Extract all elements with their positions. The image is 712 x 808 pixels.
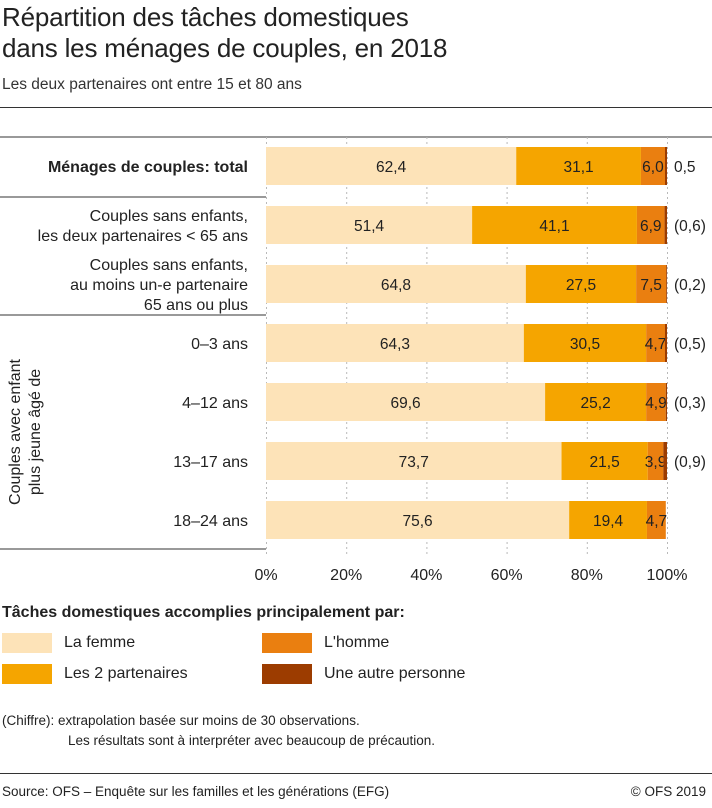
bar-la-femme-4: [266, 383, 546, 421]
x-tick-label-80: 80%: [571, 567, 603, 584]
group-label: Couples avec enfant plus jeune âgé de: [7, 359, 44, 505]
bar-une-autre-personne-3: [664, 324, 667, 362]
chart-title-line-2: dans les ménages de couples, en 2018: [2, 33, 448, 63]
category-label-3-line-0: 0–3 ans: [191, 336, 248, 353]
data-label-une-autre-personne-3: (0,5): [674, 336, 706, 353]
footnote-line-1: (Chiffre): extrapolation basée sur moins…: [2, 713, 360, 728]
data-label-la-femme-1: 51,4: [354, 218, 385, 235]
category-label-6-line-0: 18–24 ans: [173, 513, 248, 530]
bar-l-homme-3: [646, 324, 665, 362]
bar-les-2-partenaires-1: [472, 206, 637, 244]
bar-une-autre-personne-1: [664, 206, 667, 244]
data-label-la-femme-6: 75,6: [402, 513, 432, 530]
bar-la-femme-3: [266, 324, 524, 362]
x-tick-label-0: 0%: [254, 567, 277, 584]
source-note: Source: OFS – Enquête sur les familles e…: [2, 784, 390, 799]
bar-la-femme-2: [266, 265, 526, 303]
bar-la-femme-5: [266, 442, 562, 480]
group-label-line-1: Couples avec enfant: [7, 359, 24, 505]
data-label-la-femme-3: 64,3: [380, 336, 410, 353]
data-label-les-2-partenaires-2: 27,5: [566, 277, 596, 294]
group-label-line-2: plus jeune âgé de: [27, 369, 44, 495]
data-label-une-autre-personne-2: (0,2): [674, 277, 706, 294]
category-label-0-line-0: Ménages de couples: total: [48, 159, 248, 176]
bar-les-2-partenaires-2: [525, 265, 637, 303]
data-label-l-homme-0: 6,0: [642, 159, 664, 176]
data-label-une-autre-personne-0: 0,5: [674, 159, 696, 176]
top-rule: [0, 107, 712, 108]
category-label-1-line-0: Couples sans enfants,: [90, 208, 248, 225]
bar-la-femme-6: [266, 501, 570, 539]
category-label-5-line-0: 13–17 ans: [173, 454, 248, 471]
bar-les-2-partenaires-0: [516, 147, 641, 185]
legend-label-les-2-partenaires: Les 2 partenaires: [64, 665, 188, 682]
bar-une-autre-personne-4: [665, 383, 667, 421]
bar-la-femme-0: [266, 147, 517, 185]
data-label-l-homme-4: 4,9: [645, 395, 667, 412]
bar-la-femme-1: [266, 206, 473, 244]
bar-l-homme-1: [636, 206, 665, 244]
data-label-l-homme-6: 4,7: [646, 513, 668, 530]
data-label-les-2-partenaires-3: 30,5: [570, 336, 600, 353]
data-label-l-homme-1: 6,9: [640, 218, 662, 235]
data-label-une-autre-personne-1: (0,6): [674, 218, 706, 235]
data-label-l-homme-5: 3,9: [645, 454, 667, 471]
data-label-les-2-partenaires-1: 41,1: [539, 218, 569, 235]
data-label-une-autre-personne-5: (0,9): [674, 454, 706, 471]
bar-l-homme-0: [640, 147, 665, 185]
legend-label-l-homme: L'homme: [324, 634, 390, 651]
bar-les-2-partenaires-5: [561, 442, 648, 480]
x-tick-label-60: 60%: [491, 567, 523, 584]
copyright: © OFS 2019: [630, 784, 706, 799]
data-label-la-femme-2: 64,8: [381, 277, 411, 294]
data-label-la-femme-4: 69,6: [390, 395, 420, 412]
category-label-4-line-0: 4–12 ans: [182, 395, 248, 412]
x-tick-label-40: 40%: [410, 567, 442, 584]
legend-label-la-femme: La femme: [64, 634, 136, 651]
category-label-2-line-1: au moins un-e partenaire: [70, 277, 248, 294]
data-label-la-femme-5: 73,7: [399, 454, 429, 471]
data-label-l-homme-2: 7,5: [640, 277, 662, 294]
x-tick-label-20: 20%: [330, 567, 362, 584]
bar-les-2-partenaires-3: [523, 324, 647, 362]
category-label-1-line-1: les deux partenaires < 65 ans: [38, 228, 248, 245]
bar-une-autre-personne-5: [663, 442, 667, 480]
data-label-la-femme-0: 62,4: [376, 159, 407, 176]
legend-swatch-les-2-partenaires: [2, 664, 52, 684]
legend-swatch-l-homme: [262, 633, 312, 653]
chart-title: Répartition des tâches domestiques dans …: [2, 2, 702, 64]
chart-title-line-1: Répartition des tâches domestiques: [2, 2, 409, 32]
bar-l-homme-6: [646, 501, 666, 539]
bar-l-homme-2: [636, 265, 667, 303]
bar-une-autre-personne-0: [664, 147, 667, 185]
data-label-les-2-partenaires-6: 19,4: [593, 513, 624, 530]
data-label-l-homme-3: 4,7: [645, 336, 667, 353]
footnote-line-2: Les résultats sont à interpréter avec be…: [68, 733, 435, 748]
bar-l-homme-4: [646, 383, 666, 421]
bar-l-homme-5: [647, 442, 664, 480]
bar-une-autre-personne-2: [666, 265, 667, 303]
footnote: (Chiffre): extrapolation basée sur moins…: [2, 711, 435, 751]
legend-label-une-autre-personne: Une autre personne: [324, 665, 466, 682]
bar-les-2-partenaires-6: [569, 501, 647, 539]
stacked-bar-chart: 62,4 31,1 6,0 0,5 51,4 41,1 6,9 (0,6) 64,8 27,5 7,…: [0, 136, 712, 584]
bar-les-2-partenaires-4: [545, 383, 647, 421]
bottom-rule: [0, 773, 712, 774]
legend-swatch-une-autre-personne: [262, 664, 312, 684]
legend-swatch-la-femme: [2, 633, 52, 653]
legend-title: Tâches domestiques accomplies principale…: [2, 604, 405, 621]
x-tick-label-100: 100%: [647, 567, 688, 584]
data-label-les-2-partenaires-4: 25,2: [581, 395, 611, 412]
data-label-les-2-partenaires-0: 31,1: [563, 159, 593, 176]
category-label-2-line-2: 65 ans ou plus: [144, 297, 248, 314]
data-label-une-autre-personne-4: (0,3): [674, 395, 706, 412]
data-label-les-2-partenaires-5: 21,5: [590, 454, 620, 471]
chart-subtitle: Les deux partenaires ont entre 15 et 80 …: [2, 76, 302, 93]
category-label-2-line-0: Couples sans enfants,: [90, 257, 248, 274]
